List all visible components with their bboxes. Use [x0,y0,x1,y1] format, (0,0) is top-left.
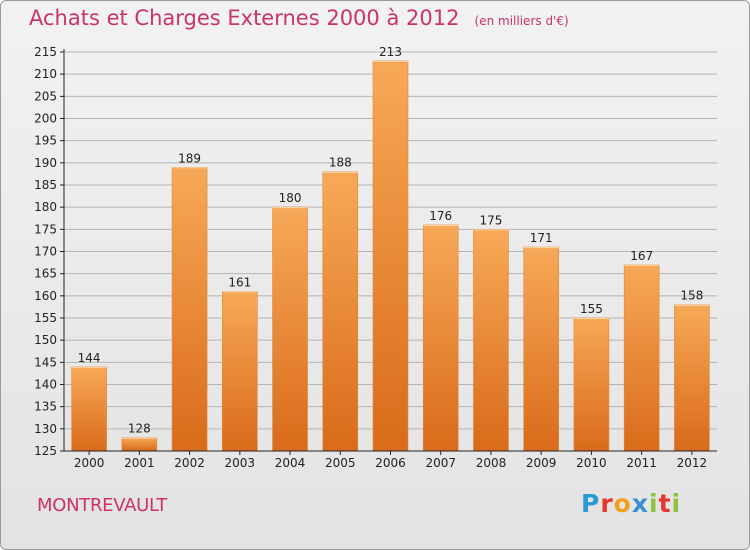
data-label: 180 [279,191,302,205]
x-tick-label: 2012 [677,456,708,470]
bars [71,60,710,452]
bar-2011 [623,264,660,452]
logo-letter: i [649,489,659,518]
y-tick-label: 140 [34,378,57,392]
y-tick-label: 210 [34,67,57,81]
x-tick-label: 2011 [626,456,657,470]
y-tick-label: 195 [34,134,57,148]
axes [60,49,717,455]
bar-2001 [121,437,158,452]
logo-letter: P [581,489,601,518]
logo-letter: r [600,489,614,518]
logo-letter: o [613,489,632,518]
x-tick-label: 2002 [174,456,205,470]
bar-2012 [674,304,710,452]
y-tick-label: 155 [34,311,57,325]
chart-title: Achats et Charges Externes 2000 à 2012 [29,6,460,30]
data-label: 189 [178,151,201,165]
x-tick-label: 2006 [375,456,406,470]
bar-2000 [71,366,107,452]
x-tick-label: 2001 [124,456,155,470]
bar-2008 [473,229,509,452]
y-tick-label: 160 [34,289,57,303]
x-tick-label: 2010 [576,456,607,470]
data-label: 158 [680,289,703,303]
x-tick-label: 2009 [526,456,557,470]
bar-2007 [422,224,459,452]
data-label: 175 [480,213,503,227]
x-tick-label: 2004 [275,456,306,470]
bar-2003 [222,291,258,452]
bar-2006 [372,60,409,452]
y-tick-label: 170 [34,245,57,259]
y-tick-label: 130 [34,422,57,436]
data-label: 213 [379,45,402,59]
logo-letter: i [671,489,682,518]
logo-letter: x [631,489,649,518]
data-label: 188 [329,156,352,170]
y-tick-label: 125 [34,444,57,458]
x-tick-label: 2005 [325,456,356,470]
logo-letter: t [658,489,672,518]
y-tick-label: 185 [34,178,57,192]
data-label: 144 [78,351,101,365]
bar-2009 [523,246,559,452]
y-tick-label: 135 [34,400,57,414]
bar-2010 [573,317,610,452]
y-tick-label: 215 [34,45,57,59]
chart-subtitle: (en milliers d'€) [474,14,569,28]
x-tick-label: 2000 [74,456,105,470]
data-label: 128 [128,422,151,436]
y-tick-label: 150 [34,333,57,347]
data-label: 155 [580,302,603,316]
y-tick-label: 175 [34,222,57,236]
bar-2004 [272,206,308,452]
chart-title-block: Achats et Charges Externes 2000 à 2012 (… [29,6,569,30]
y-tick-label: 200 [34,112,57,126]
y-tick-label: 180 [34,200,57,214]
bar-2005 [322,171,359,452]
data-label: 167 [630,249,653,263]
labels: 125 130 135 140 145 150 155 160 165 170 175 180 185 1… [34,45,707,470]
bar-2002 [171,166,208,452]
x-tick-label: 2008 [476,456,507,470]
commune-name: MONTREVAULT [37,495,167,516]
data-label: 176 [429,209,452,223]
proxiti-logo: Proxiti [581,489,681,518]
y-tick-label: 205 [34,89,57,103]
y-tick-label: 190 [34,156,57,170]
y-tick-label: 165 [34,267,57,281]
data-label: 161 [228,275,251,289]
x-tick-label: 2003 [225,456,256,470]
y-tick-label: 145 [34,355,57,369]
data-label: 171 [530,231,553,245]
x-tick-label: 2007 [425,456,456,470]
